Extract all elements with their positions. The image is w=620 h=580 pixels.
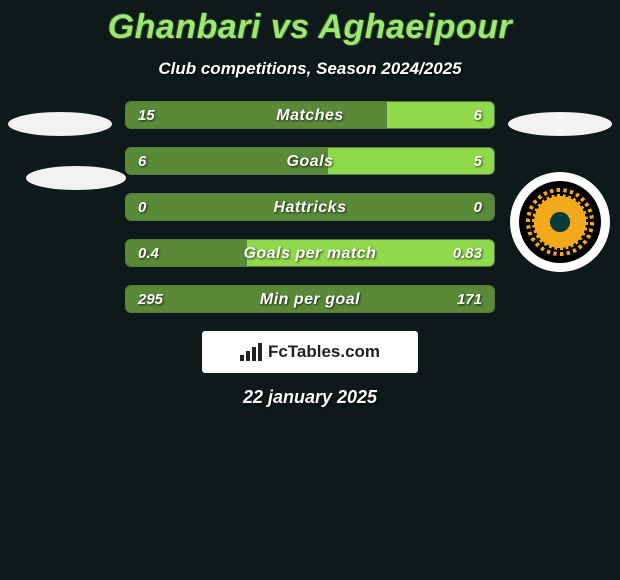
stat-metric-label: Hattricks <box>126 194 494 221</box>
ellipse-icon <box>26 166 126 190</box>
club-badge <box>510 172 610 272</box>
attribution-text: FcTables.com <box>268 342 380 362</box>
page-subtitle: Club competitions, Season 2024/2025 <box>0 59 620 79</box>
ellipse-icon <box>508 112 612 136</box>
bar-chart-icon <box>240 343 262 361</box>
page-title: Ghanbari vs Aghaeipour <box>0 8 620 47</box>
attribution-badge: FcTables.com <box>202 331 418 373</box>
stat-row: 65Goals <box>125 147 495 175</box>
stat-row: 0.40.83Goals per match <box>125 239 495 267</box>
stat-row: 295171Min per goal <box>125 285 495 313</box>
snapshot-date: 22 january 2025 <box>0 387 620 408</box>
club-badge-icon <box>519 181 601 263</box>
stats-bars: 156Matches 65Goals 00Hattricks 0.40.83Goals… <box>125 101 495 313</box>
ellipse-icon <box>8 112 112 136</box>
stat-metric-label: Goals per match <box>126 240 494 267</box>
stat-row: 156Matches <box>125 101 495 129</box>
stat-metric-label: Matches <box>126 102 494 129</box>
stat-metric-label: Goals <box>126 148 494 175</box>
stat-metric-label: Min per goal <box>126 286 494 313</box>
player-left-logo <box>8 112 126 190</box>
stat-row: 00Hattricks <box>125 193 495 221</box>
player-right-logo <box>508 112 612 136</box>
